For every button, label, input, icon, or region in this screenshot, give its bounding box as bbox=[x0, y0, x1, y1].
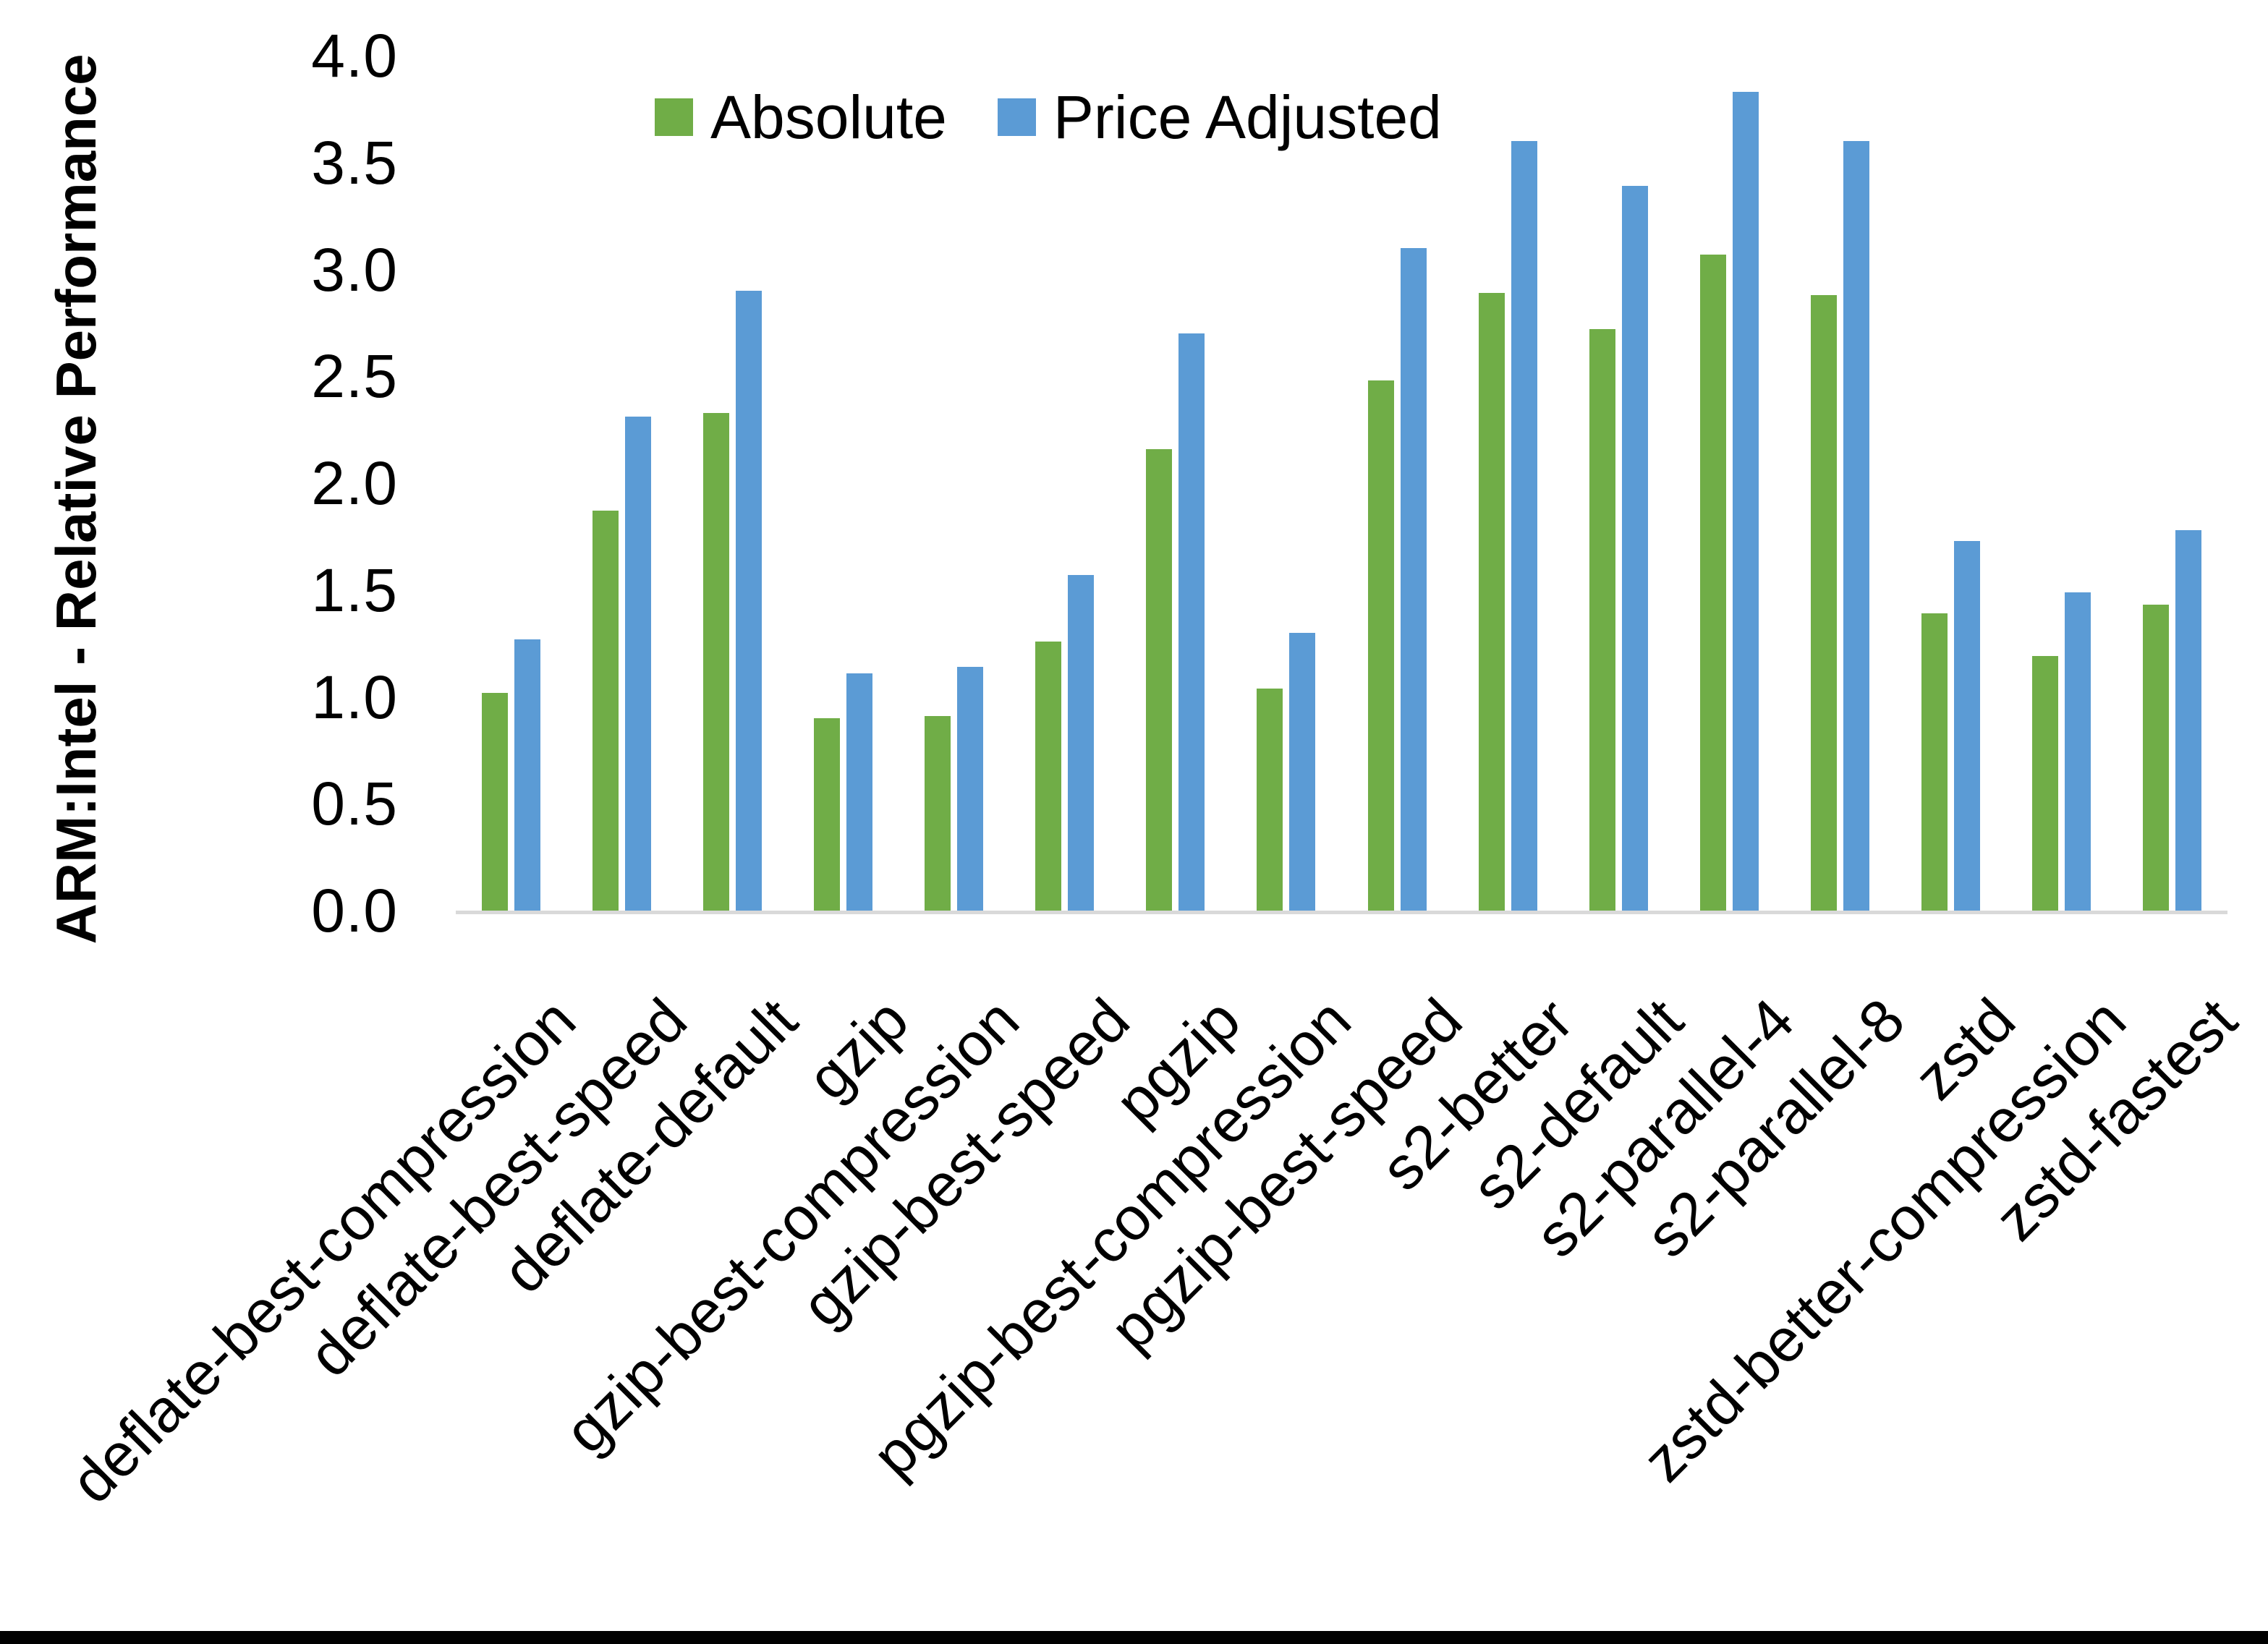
bar-price-adjusted-pgzip-best-speed bbox=[1400, 247, 1427, 911]
legend-item-price-adjusted: Price Adjusted bbox=[997, 83, 1442, 151]
bar-absolute-deflate-best-compression bbox=[482, 692, 509, 911]
bar-absolute-gzip-best-speed bbox=[1035, 641, 1062, 911]
bar-group-deflate-default bbox=[677, 56, 788, 911]
y-tick-label-0.0: 0.0 bbox=[311, 877, 398, 945]
y-tick-label-2.5: 2.5 bbox=[311, 342, 398, 411]
bar-price-adjusted-gzip bbox=[846, 673, 873, 911]
bar-group-s2-better bbox=[1453, 56, 1563, 911]
y-tick-label-1.5: 1.5 bbox=[311, 555, 398, 624]
bar-price-adjusted-deflate-default bbox=[736, 291, 763, 911]
bar-group-deflate-best-speed bbox=[566, 56, 677, 911]
bar-price-adjusted-zstd-fastest bbox=[2175, 530, 2201, 911]
bar-absolute-pgzip bbox=[1146, 448, 1173, 911]
bar-price-adjusted-deflate-best-compression bbox=[514, 639, 541, 911]
legend-label-price-adjusted: Price Adjusted bbox=[1053, 83, 1442, 151]
y-tick-label-1.0: 1.0 bbox=[311, 663, 398, 731]
bar-group-pgzip-best-speed bbox=[1342, 56, 1453, 911]
y-tick-label-4.0: 4.0 bbox=[311, 22, 398, 90]
legend-swatch-icon-absolute bbox=[655, 98, 693, 136]
bar-absolute-deflate-default bbox=[703, 412, 730, 911]
bar-absolute-pgzip-best-speed bbox=[1367, 380, 1394, 911]
bar-price-adjusted-pgzip bbox=[1178, 333, 1205, 911]
bar-absolute-zstd-better-compression bbox=[2031, 656, 2058, 911]
bottom-border-bar bbox=[0, 1631, 2268, 1644]
bar-absolute-s2-parallel-8 bbox=[1810, 294, 1837, 911]
legend-label-absolute: Absolute bbox=[710, 83, 947, 151]
bar-group-zstd bbox=[1895, 56, 2006, 911]
bar-absolute-gzip bbox=[814, 718, 841, 911]
legend-item-absolute: Absolute bbox=[655, 83, 947, 151]
y-tick-label-0.5: 0.5 bbox=[311, 770, 398, 838]
bar-group-gzip-best-compression bbox=[899, 56, 1009, 911]
y-tick-label-3.0: 3.0 bbox=[311, 235, 398, 304]
bar-price-adjusted-pgzip-best-compression bbox=[1289, 632, 1316, 911]
legend: Absolute Price Adjusted bbox=[655, 83, 1442, 151]
bar-price-adjusted-gzip-best-speed bbox=[1068, 575, 1095, 911]
bar-price-adjusted-zstd bbox=[1953, 540, 1980, 911]
bar-absolute-s2-better bbox=[1478, 293, 1505, 911]
y-tick-label-3.5: 3.5 bbox=[311, 128, 398, 197]
bar-absolute-s2-parallel-4 bbox=[1699, 254, 1726, 911]
bar-group-zstd-better-compression bbox=[2006, 56, 2117, 911]
bar-absolute-deflate-best-speed bbox=[593, 511, 619, 911]
bar-absolute-gzip-best-compression bbox=[925, 716, 951, 911]
bar-absolute-zstd bbox=[1921, 613, 1948, 911]
plot-area bbox=[456, 56, 2227, 911]
bar-group-s2-default bbox=[1563, 56, 1674, 911]
bar-group-gzip-best-speed bbox=[1009, 56, 1120, 911]
bar-group-deflate-best-compression bbox=[456, 56, 566, 911]
bar-group-s2-parallel-8 bbox=[1785, 56, 1895, 911]
bar-price-adjusted-s2-parallel-4 bbox=[1732, 92, 1759, 911]
bar-price-adjusted-gzip-best-compression bbox=[957, 667, 984, 911]
bar-price-adjusted-s2-better bbox=[1511, 141, 1537, 911]
legend-swatch-icon-price-adjusted bbox=[997, 98, 1036, 136]
bar-absolute-s2-default bbox=[1589, 329, 1615, 911]
bar-group-gzip bbox=[788, 56, 899, 911]
y-axis-title: ARM:Intel - Relative Performance bbox=[44, 54, 108, 945]
bar-absolute-zstd-fastest bbox=[2142, 605, 2169, 911]
bar-absolute-pgzip-best-compression bbox=[1257, 688, 1283, 911]
y-tick-label-2.0: 2.0 bbox=[311, 449, 398, 517]
bar-price-adjusted-s2-parallel-8 bbox=[1843, 141, 1869, 911]
bar-group-pgzip-best-compression bbox=[1231, 56, 1341, 911]
bar-group-pgzip bbox=[1120, 56, 1231, 911]
bar-price-adjusted-zstd-better-compression bbox=[2064, 592, 2091, 911]
bar-group-s2-parallel-4 bbox=[1674, 56, 1785, 911]
bar-price-adjusted-deflate-best-speed bbox=[625, 417, 652, 911]
x-axis-line bbox=[456, 911, 2227, 914]
bar-group-zstd-fastest bbox=[2117, 56, 2227, 911]
bar-price-adjusted-s2-default bbox=[1621, 186, 1648, 911]
